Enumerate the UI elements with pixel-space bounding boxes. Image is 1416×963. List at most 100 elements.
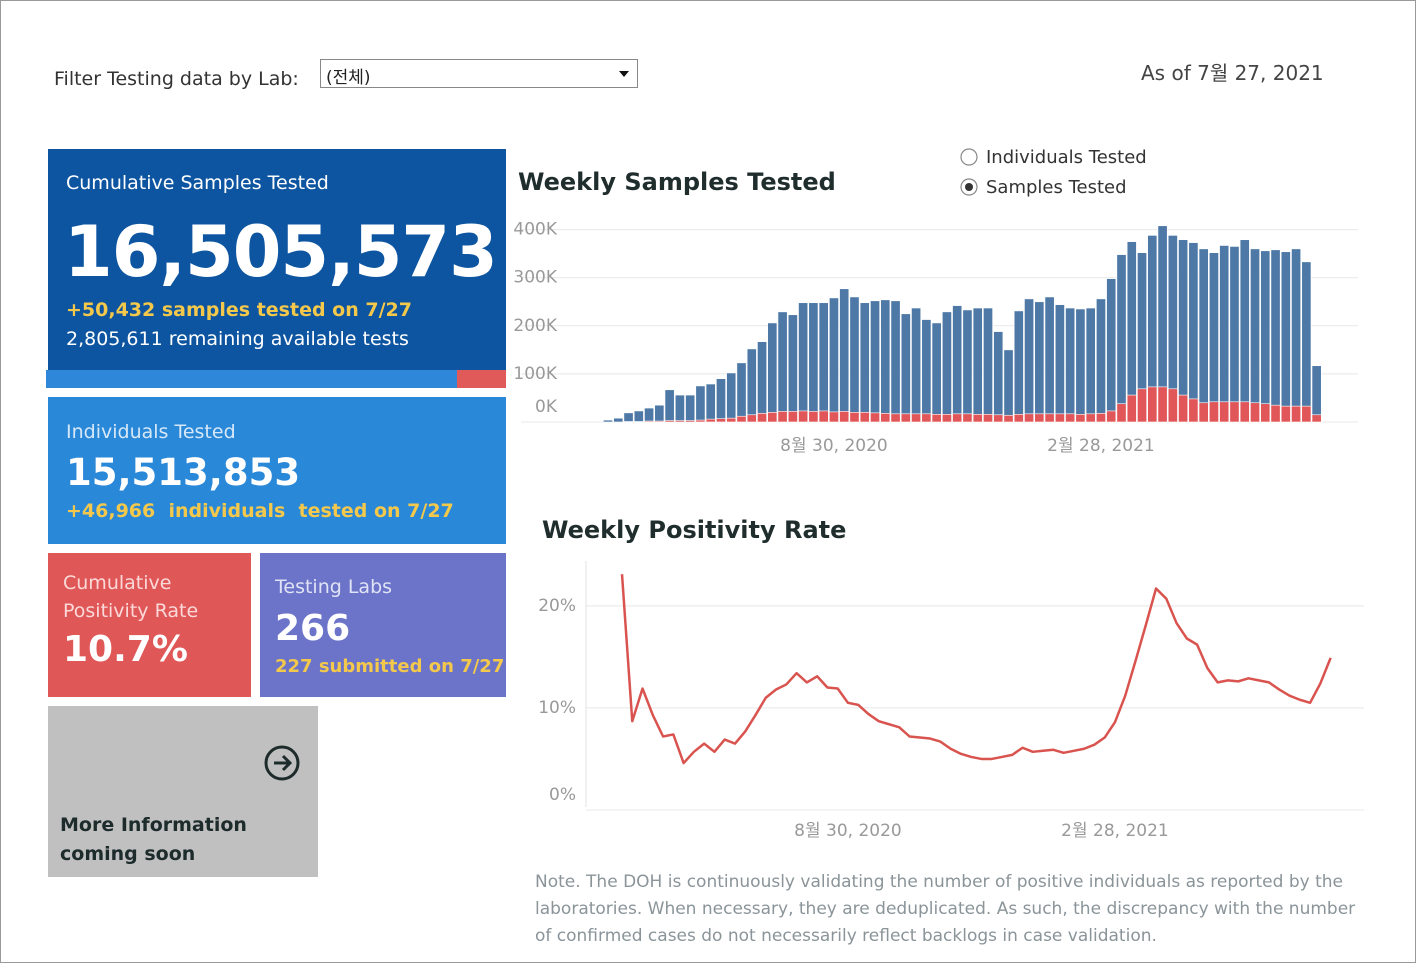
bar bbox=[654, 420, 665, 423]
bar bbox=[1116, 254, 1127, 423]
bar bbox=[829, 411, 839, 423]
bar bbox=[941, 311, 952, 423]
bar bbox=[726, 417, 737, 423]
note: Note. The DOH is continuously validating… bbox=[535, 872, 1356, 946]
card-remaining: 2,805,611 remaining available tests bbox=[66, 328, 409, 350]
bar bbox=[1301, 261, 1312, 423]
bar bbox=[849, 296, 860, 423]
bar bbox=[941, 414, 952, 423]
bar bbox=[1085, 413, 1096, 423]
bar bbox=[736, 362, 747, 423]
bar bbox=[1239, 401, 1250, 423]
bar bbox=[1260, 403, 1271, 423]
bar bbox=[613, 417, 624, 423]
bar bbox=[1147, 386, 1158, 423]
radio-button[interactable] bbox=[960, 148, 978, 166]
card-value: 15,513,853 bbox=[66, 451, 301, 494]
bar bbox=[685, 420, 696, 423]
y-tick-label: 10% bbox=[538, 698, 576, 718]
x-tick-label: 2월 28, 2021 bbox=[1061, 821, 1169, 841]
bar bbox=[1260, 250, 1271, 423]
bar bbox=[1034, 413, 1045, 423]
bar bbox=[808, 302, 819, 423]
bar bbox=[1085, 307, 1096, 423]
bar bbox=[1065, 413, 1076, 423]
bar bbox=[849, 412, 860, 423]
y-tick-label: 20% bbox=[538, 596, 576, 616]
card-title: Cumulative Samples Tested bbox=[66, 172, 329, 194]
bar bbox=[962, 413, 973, 423]
bar bbox=[1034, 301, 1045, 423]
card-value: 266 bbox=[275, 608, 351, 649]
bar bbox=[921, 319, 932, 423]
bar bbox=[880, 413, 891, 423]
bar bbox=[767, 412, 778, 423]
bar bbox=[931, 322, 942, 423]
bar bbox=[1301, 405, 1312, 423]
bar bbox=[880, 299, 891, 423]
more-info-card[interactable]: More Information coming soon bbox=[48, 706, 318, 877]
bar bbox=[1208, 252, 1219, 423]
bar bbox=[798, 410, 809, 423]
bar bbox=[726, 372, 737, 423]
bar bbox=[705, 418, 716, 423]
bar bbox=[777, 311, 788, 423]
bar bbox=[952, 413, 963, 423]
bar bbox=[818, 410, 829, 423]
card-title: Testing Labs bbox=[275, 576, 393, 598]
y-tick-label: 300K bbox=[513, 268, 557, 288]
bar bbox=[1280, 405, 1291, 423]
bar bbox=[1106, 278, 1117, 423]
bar bbox=[818, 302, 829, 423]
bar bbox=[1096, 298, 1106, 423]
bar bbox=[1054, 413, 1065, 423]
bar bbox=[1137, 388, 1147, 423]
bar bbox=[972, 307, 983, 423]
positivity-card: Cumulative Positivity Rate 10.7% bbox=[48, 553, 251, 697]
bar bbox=[1106, 410, 1117, 423]
radio-label: Individuals Tested bbox=[986, 147, 1147, 168]
bar bbox=[829, 297, 839, 423]
chart-title: Weekly Positivity Rate bbox=[542, 516, 846, 544]
bar bbox=[798, 302, 809, 423]
bar bbox=[890, 413, 901, 423]
bar bbox=[1219, 401, 1230, 423]
bar bbox=[1126, 394, 1137, 423]
bar bbox=[1116, 403, 1127, 423]
bar bbox=[787, 411, 798, 423]
card-title: Individuals Tested bbox=[66, 421, 236, 443]
bar bbox=[1188, 398, 1199, 423]
card-change: +46,966 individuals tested on 7/27 bbox=[66, 500, 454, 522]
bar bbox=[674, 420, 685, 423]
progress-used bbox=[46, 370, 457, 388]
bar bbox=[633, 410, 644, 423]
bar bbox=[695, 385, 706, 423]
bar bbox=[1270, 249, 1281, 423]
lab-select[interactable]: (전체) bbox=[320, 59, 638, 88]
bar bbox=[1270, 404, 1281, 423]
bar bbox=[644, 407, 655, 423]
y-tick-label: 0% bbox=[549, 785, 576, 805]
y-tick-label: 0K bbox=[535, 397, 558, 417]
bar bbox=[859, 412, 870, 423]
bar bbox=[623, 412, 634, 423]
bar bbox=[870, 412, 880, 423]
bar bbox=[993, 414, 1004, 423]
as-of-date: As of 7월 27, 2021 bbox=[1141, 61, 1324, 85]
bar bbox=[1044, 413, 1055, 423]
bar bbox=[1208, 401, 1219, 423]
bar bbox=[808, 411, 819, 423]
select-value: (전체) bbox=[326, 68, 371, 88]
bar bbox=[787, 314, 798, 423]
bar bbox=[695, 419, 706, 423]
bar bbox=[859, 302, 870, 423]
bar bbox=[746, 348, 757, 423]
y-tick-label: 400K bbox=[513, 220, 557, 240]
bar bbox=[757, 413, 767, 423]
bar bbox=[1054, 304, 1065, 423]
bar bbox=[1178, 239, 1189, 423]
arrow-icon bbox=[264, 745, 300, 781]
bar bbox=[736, 415, 747, 423]
bar bbox=[746, 414, 757, 423]
